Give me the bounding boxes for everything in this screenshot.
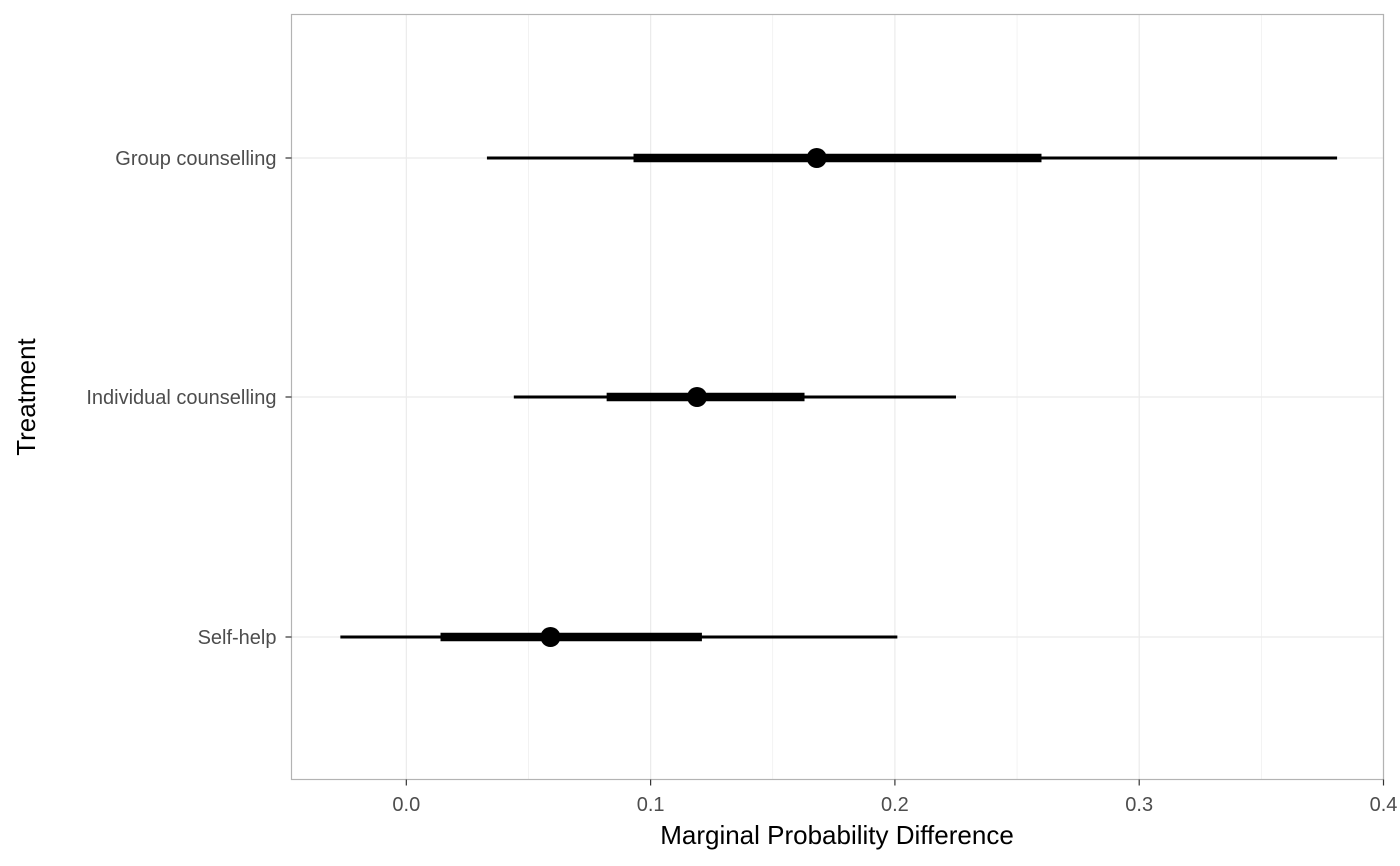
ticks-layer	[285, 157, 1385, 786]
x-tick-label-4: 0.4	[1370, 794, 1398, 816]
y-tick-label-self-help: Self-help	[198, 627, 277, 649]
y-tick-label-group-counselling: Group counselling	[115, 148, 276, 170]
x-tick-label-3: 0.3	[1125, 794, 1153, 816]
marks-layer	[340, 148, 1338, 647]
x-axis-title: Marginal Probability Difference	[660, 820, 1014, 850]
point-estimate-individual-counselling	[687, 387, 708, 407]
y-tick-label-individual-counselling: Individual counselling	[86, 387, 276, 409]
x-tick-label-0: 0.0	[392, 794, 420, 816]
labels-layer: 0.0 0.1 0.2 0.3 0.4 Group counselling Individu…	[86, 148, 1397, 816]
y-axis-title: Treatment	[11, 337, 41, 455]
x-tick-label-1: 0.1	[637, 794, 665, 816]
point-estimate-self-help	[540, 627, 561, 647]
point-estimate-group-counselling	[806, 148, 827, 168]
x-tick-label-2: 0.2	[881, 794, 909, 816]
